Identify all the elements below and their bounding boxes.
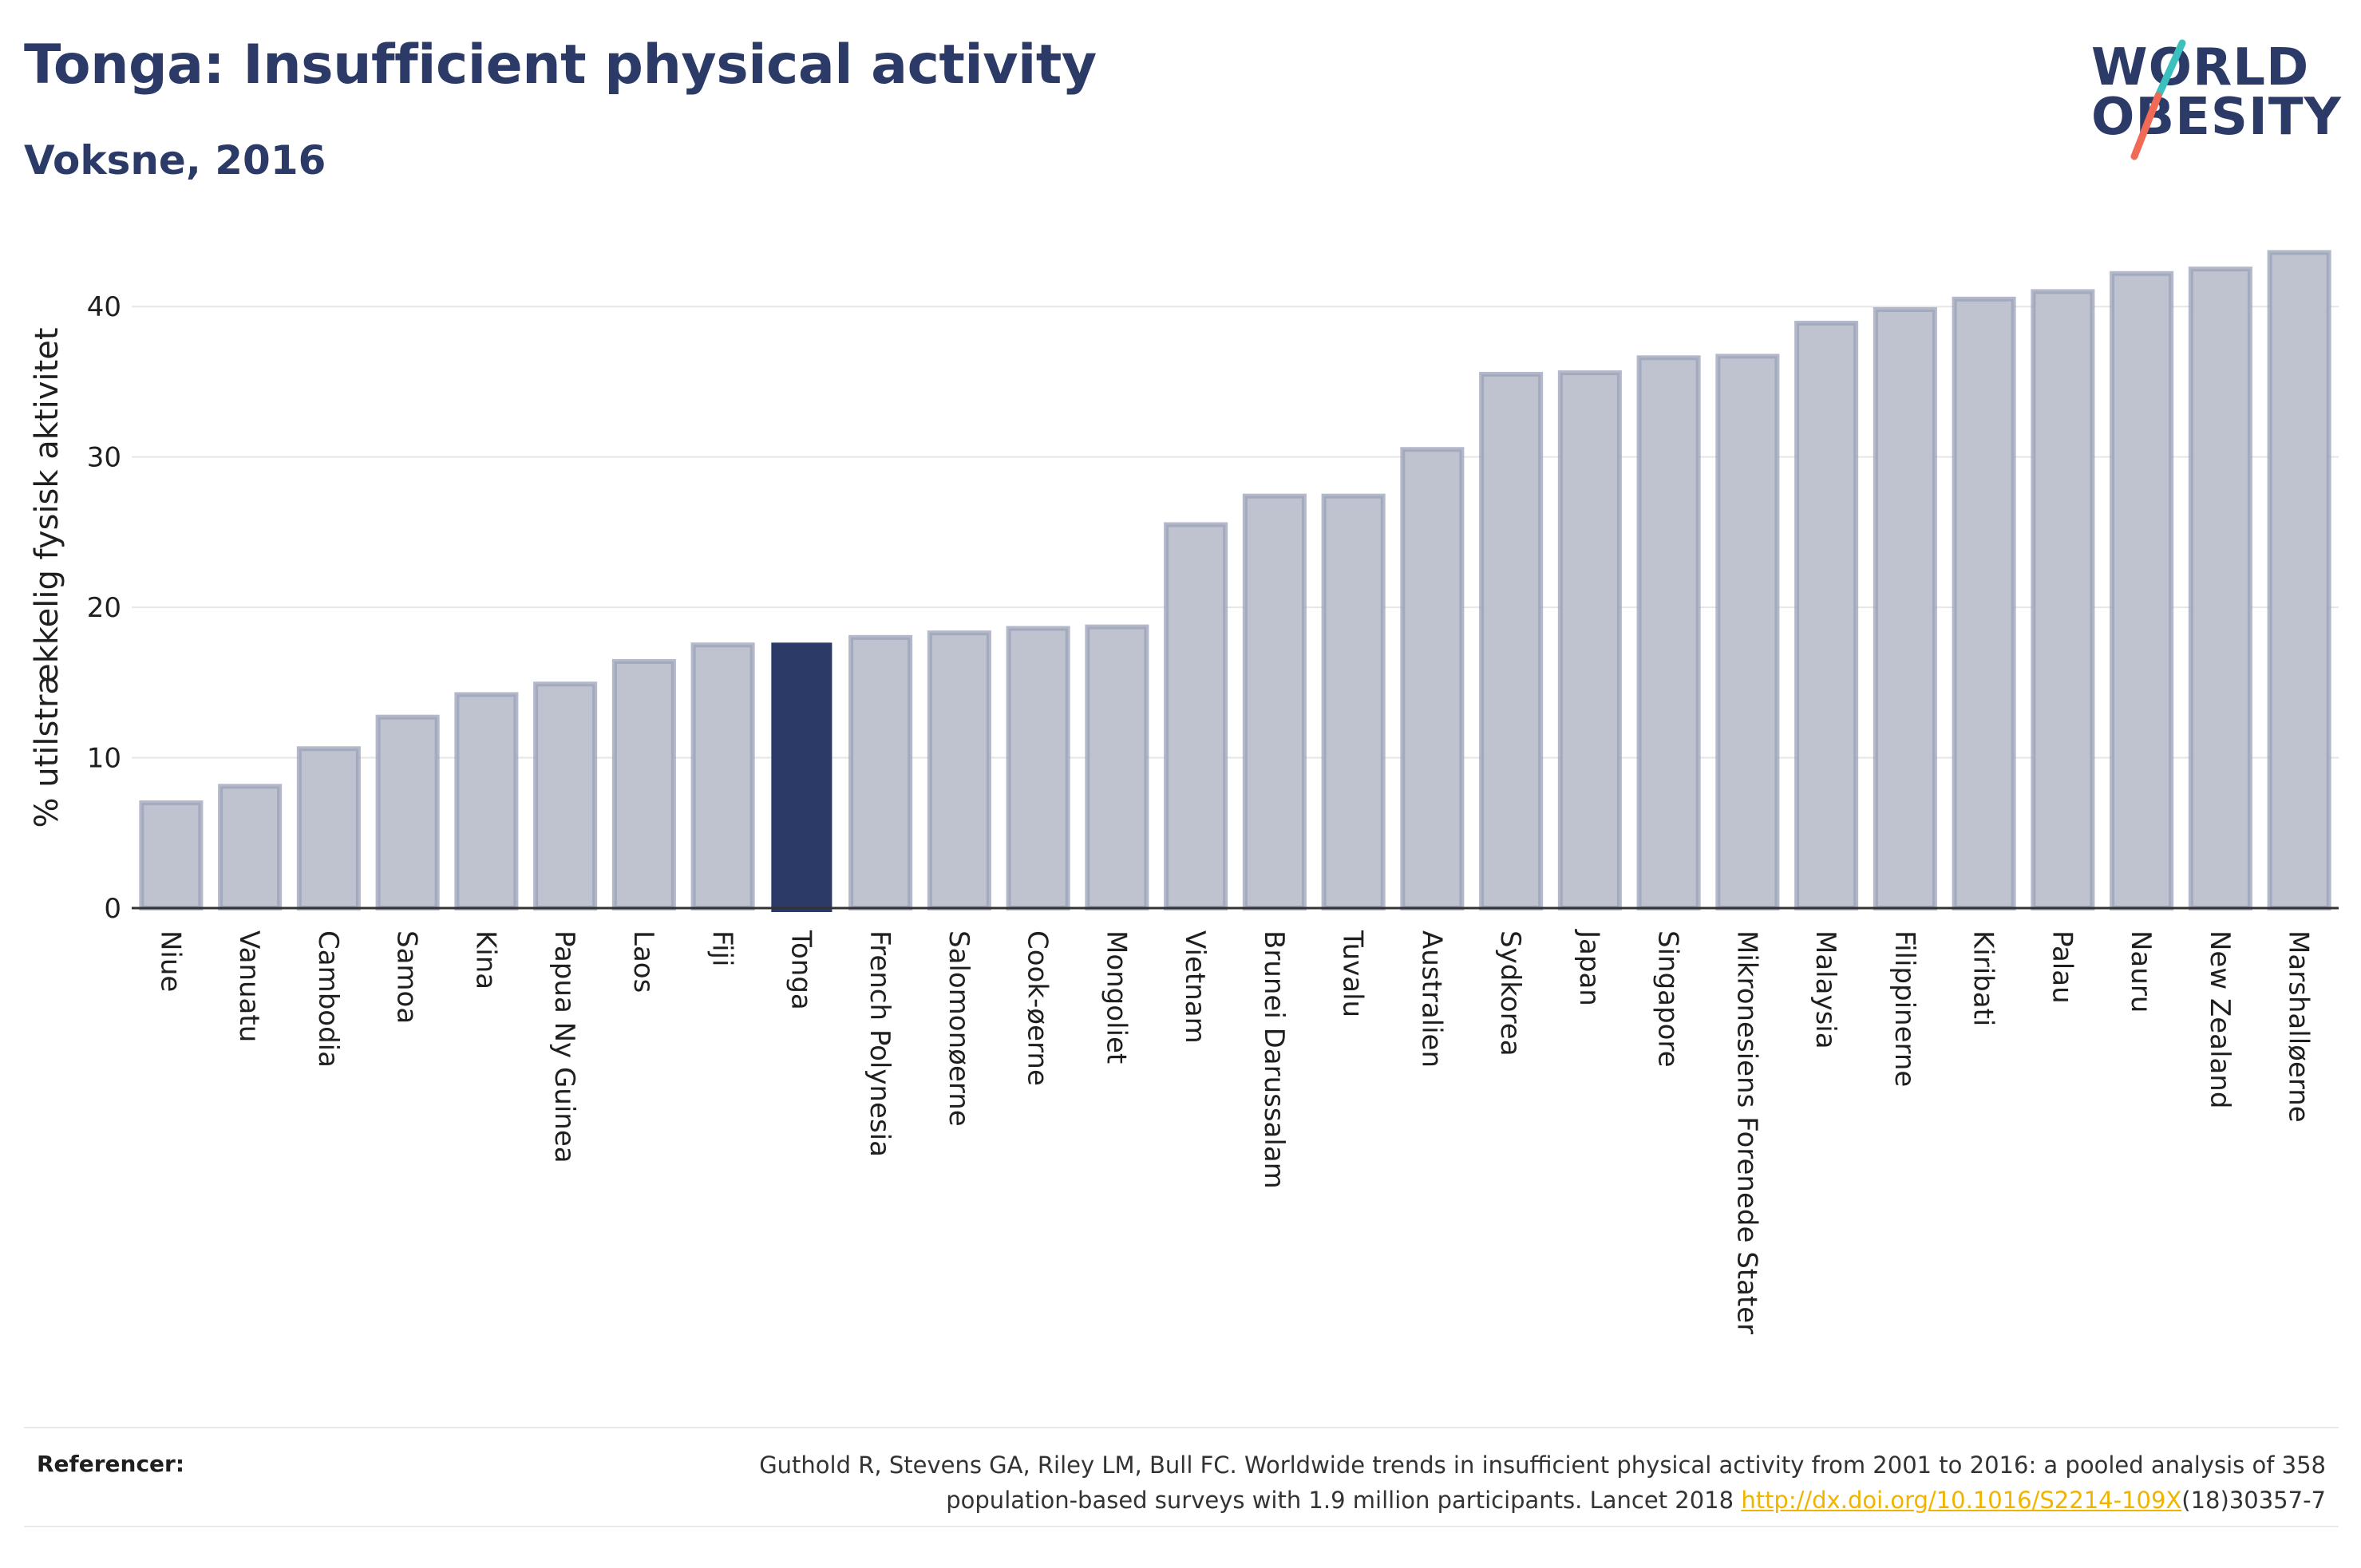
x-tick-label: Palau [2046,930,2078,1004]
bar [1164,522,1228,910]
x-tick-label: Kina [469,930,501,989]
x-tick-label: Vietnam [1179,930,1211,1044]
bar [2110,271,2174,910]
bar [2188,267,2252,911]
doi-link[interactable]: http://dx.doi.org/10.1016/S2214-109X [1741,1487,2182,1514]
bar [533,681,598,910]
bar [1636,355,1701,910]
x-tick-label: Sydkorea [1494,930,1526,1057]
chart-subtitle: Voksne, 2016 [24,137,326,184]
bar [611,658,676,910]
x-tick-label: Papua Ny Guinea [548,930,580,1163]
x-tick-label: Filippinerne [1888,930,1920,1087]
x-tick-label: Tuvalu [1337,930,1369,1017]
bar [1952,296,2016,910]
bar [1873,306,1937,911]
y-tick-label: 0 [104,893,121,925]
chart-title: Tonga: Insufficient physical activity [24,34,1097,97]
y-axis-label: % utilstrækkelig fysisk aktivitet [29,327,65,827]
x-tick-label: French Polynesia [864,930,896,1157]
x-tick-label: Mikronesiens Forenede Stater [1730,930,1762,1334]
bar [218,784,283,910]
bar [296,746,361,911]
reference-line-1: Guthold R, Stevens GA, Riley LM, Bull FC… [759,1451,2326,1479]
bar [375,714,440,910]
bar-chart: 0 10 20 30 40 % utilstrækkelig fysisk aktivit… [29,250,2339,1334]
x-tick-label: Australien [1415,930,1447,1068]
bar [454,692,519,910]
bar [1794,320,1859,910]
y-tick-label: 20 [87,592,121,624]
bar [1085,624,1149,910]
bar [2267,250,2331,911]
x-tick-label: Cambodia [312,930,344,1068]
bar [690,642,755,910]
world-obesity-logo: WORLD OBESITY [2075,38,2347,166]
x-tick-label: Cook-øerne [1022,930,1054,1086]
x-tick-label: Tonga [785,930,817,1010]
bar [139,800,204,910]
x-tick-label: Vanuatu [233,930,265,1042]
x-tick-label: Niue [154,930,186,992]
x-tick-label: Mongoliet [1100,930,1132,1064]
y-tick-label: 30 [87,442,121,474]
x-tick-label: Kiribati [1968,930,1999,1026]
bar [1479,372,1544,910]
x-tick-label: New Zealand [2204,930,2236,1108]
bar [1242,493,1307,910]
reference-line-2: population-based surveys with 1.9 millio… [490,1483,2326,1518]
bar [2031,289,2095,910]
reference-line-2-suffix: (18)30357-7 [2181,1487,2326,1514]
logo-slash-icon [2130,39,2186,160]
x-tick-label: Samoa [391,930,423,1024]
x-tick-label: Marshalløerne [2283,930,2315,1123]
divider-bottom [24,1526,2339,1527]
bar [927,630,991,910]
bar [1715,353,1780,910]
x-tick-label: Brunei Darussalam [1258,930,1290,1189]
bar [1006,626,1070,910]
logo-word-1: WORLD [2091,38,2310,97]
bar-highlighted [771,642,832,912]
reference-line-2-prefix: population-based surveys with 1.9 millio… [946,1487,1742,1514]
x-tick-label: Malaysia [1809,930,1841,1049]
bar [848,634,913,910]
x-tick-label: Japan [1573,929,1605,1006]
x-tick-label: Salomonøerne [943,930,975,1127]
divider-top [24,1427,2339,1428]
logo-word-2: OBESITY [2091,88,2342,147]
y-tick-label: 10 [87,743,121,775]
x-tick-label: Singapore [1652,930,1684,1068]
x-tick-label: Laos [627,930,659,993]
references-text: Guthold R, Stevens GA, Riley LM, Bull FC… [490,1448,2326,1518]
bar [1400,447,1465,910]
bar [1557,370,1622,911]
references-label: Referencer: [37,1451,185,1477]
x-tick-label: Nauru [2125,930,2157,1013]
x-tick-label: Fiji [706,930,738,966]
y-tick-label: 40 [87,291,121,323]
bar [1321,493,1386,910]
